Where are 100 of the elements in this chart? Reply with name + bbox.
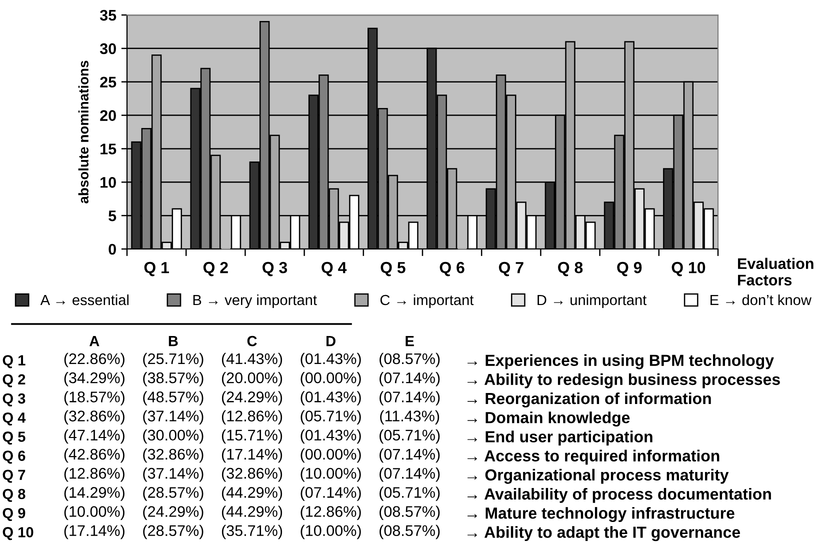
category-label: → Ability to redesign business processes bbox=[468, 373, 780, 388]
category-label: Q 6 bbox=[2, 450, 26, 464]
legend-label: A → essential bbox=[40, 294, 129, 306]
text: (22.86%) bbox=[64, 352, 124, 368]
y-tick-label: 5 bbox=[108, 210, 116, 222]
y-tick-label: 35 bbox=[100, 10, 116, 21]
text: (42.86%) bbox=[64, 448, 124, 463]
category-label: → Experiences in using BPM technology bbox=[468, 354, 774, 370]
text: (28.57%) bbox=[143, 524, 204, 540]
category-label: D bbox=[326, 336, 336, 346]
text: (30.00%) bbox=[143, 429, 204, 444]
y-tick-label: 10 bbox=[100, 177, 116, 188]
text: (32.86%) bbox=[222, 468, 282, 482]
x-tick-label: Q 8 bbox=[558, 262, 583, 276]
category-label: Q 9 bbox=[2, 508, 26, 522]
y-tick-label: 20 bbox=[100, 110, 116, 121]
category-label: A bbox=[89, 336, 100, 346]
category-label: Q 8 bbox=[2, 488, 26, 502]
category-label: → Availability of process documentation bbox=[468, 488, 771, 503]
x-tick-label: Q 9 bbox=[617, 262, 642, 276]
category-label: → Organizational process maturity bbox=[468, 468, 729, 484]
x-tick-label: Q 4 bbox=[322, 262, 347, 276]
category-label: → Ability to adapt the IT governance bbox=[468, 526, 740, 542]
text: (48.57%) bbox=[143, 391, 204, 406]
text: (10.00%) bbox=[300, 524, 361, 540]
text: (08.57%) bbox=[380, 524, 440, 540]
y-axis-title: absolute nominations bbox=[78, 60, 89, 204]
category-label: Q 7 bbox=[2, 470, 26, 483]
category-label: Q 2 bbox=[2, 374, 26, 388]
text: (32.86%) bbox=[64, 410, 124, 424]
category-label: Q 1 bbox=[2, 355, 26, 368]
text: (20.00%) bbox=[222, 372, 282, 386]
text: (12.86%) bbox=[222, 410, 282, 424]
text: (34.29%) bbox=[64, 372, 124, 386]
y-tick-label: 30 bbox=[100, 43, 116, 54]
text: (15.71%) bbox=[222, 429, 282, 444]
category-label: Q 5 bbox=[2, 432, 26, 445]
text: (01.43%) bbox=[300, 391, 361, 406]
x-tick-label: Q 6 bbox=[440, 262, 464, 276]
text: (28.57%) bbox=[143, 486, 204, 501]
text: (00.00%) bbox=[300, 372, 361, 386]
text: (07.14%) bbox=[380, 468, 440, 482]
text: (32.86%) bbox=[143, 448, 204, 463]
text: (10.00%) bbox=[300, 468, 361, 482]
text: (17.14%) bbox=[64, 524, 124, 540]
category-label: → Domain knowledge bbox=[468, 412, 630, 427]
text: (05.71%) bbox=[300, 410, 361, 424]
text: (08.57%) bbox=[380, 506, 440, 520]
text: (47.14%) bbox=[64, 429, 124, 444]
text: (10.00%) bbox=[64, 506, 124, 520]
legend-label: D → unimportant bbox=[538, 294, 647, 308]
text: (05.71%) bbox=[380, 486, 440, 501]
text: (01.43%) bbox=[300, 429, 361, 444]
category-label: Q 10 bbox=[2, 527, 34, 540]
text: (44.29%) bbox=[222, 486, 282, 501]
text: (07.14%) bbox=[380, 448, 440, 463]
text: (24.29%) bbox=[143, 506, 204, 520]
text: (18.57%) bbox=[64, 391, 124, 406]
legend-label: C → important bbox=[380, 294, 474, 308]
legend-label: B → very important bbox=[193, 294, 317, 308]
y-tick-label: 25 bbox=[100, 76, 116, 88]
text: (44.29%) bbox=[222, 506, 282, 520]
x-tick-label: Q 3 bbox=[262, 262, 288, 276]
text: (24.29%) bbox=[222, 391, 282, 406]
category-label: Q 3 bbox=[2, 393, 26, 406]
x-tick-label: Q 7 bbox=[498, 262, 524, 276]
text: (25.71%) bbox=[143, 352, 204, 368]
text: (38.57%) bbox=[143, 372, 204, 386]
text: (37.14%) bbox=[143, 410, 204, 424]
x-tick-label: Q 2 bbox=[203, 262, 228, 276]
text: (00.00%) bbox=[300, 448, 361, 463]
text: (01.43%) bbox=[300, 352, 361, 368]
text: (35.71%) bbox=[222, 524, 282, 540]
legend-label: E → don’t know bbox=[710, 294, 812, 306]
category-label: → Mature technology infrastructure bbox=[468, 507, 734, 522]
category-label: → End user participation bbox=[468, 430, 652, 446]
text: (14.29%) bbox=[64, 486, 124, 501]
text: (12.86%) bbox=[300, 506, 361, 520]
category-label: → Reorganization of information bbox=[468, 392, 711, 408]
y-tick-label: 0 bbox=[108, 244, 116, 255]
category-label: Q 4 bbox=[2, 412, 26, 426]
text: (07.14%) bbox=[300, 486, 361, 501]
text: (08.57%) bbox=[380, 352, 440, 368]
text: (37.14%) bbox=[143, 468, 204, 482]
text: (11.43%) bbox=[380, 410, 440, 424]
x-tick-label: Q 1 bbox=[144, 262, 169, 276]
category-label: → Access to required information bbox=[468, 450, 720, 465]
text: (12.86%) bbox=[64, 468, 124, 482]
text: (07.14%) bbox=[380, 391, 440, 406]
text: (05.71%) bbox=[380, 429, 440, 444]
x-tick-label: Q 10 bbox=[672, 262, 706, 276]
category-label: C bbox=[247, 336, 257, 346]
x-tick-label: Q 5 bbox=[380, 262, 406, 276]
category-label: B bbox=[168, 336, 178, 346]
x-axis-title: Evaluation Factors bbox=[738, 258, 814, 286]
text: (07.14%) bbox=[380, 372, 440, 386]
category-label: E bbox=[406, 336, 414, 346]
text: (17.14%) bbox=[222, 448, 282, 463]
y-tick-label: 15 bbox=[100, 144, 116, 154]
text: (41.43%) bbox=[222, 352, 282, 368]
